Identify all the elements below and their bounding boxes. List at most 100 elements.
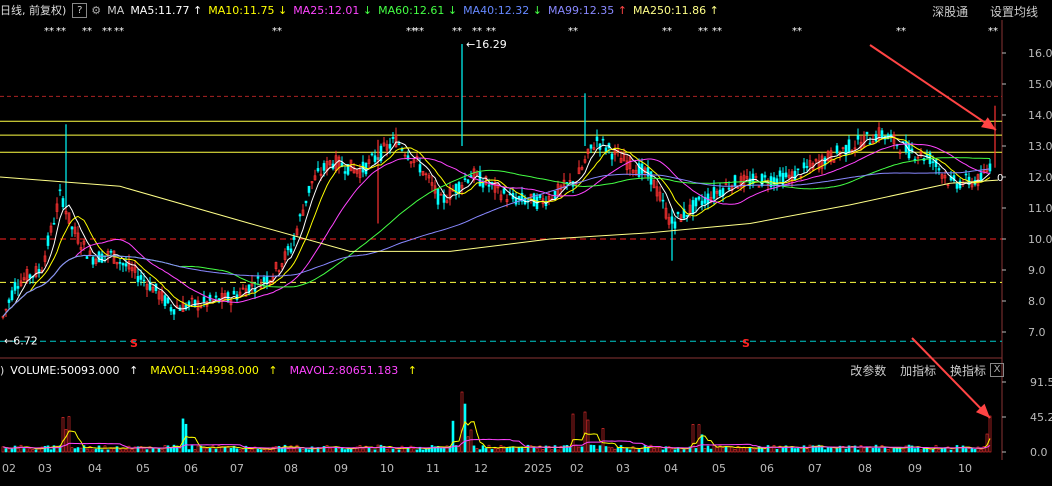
volume-bar <box>679 448 683 453</box>
volume-bar <box>247 448 251 453</box>
candle-body <box>424 173 428 176</box>
volume-bar <box>907 444 911 453</box>
candle-body <box>610 153 614 160</box>
candle-body <box>505 199 509 203</box>
volume-bar <box>457 446 461 453</box>
candle-body <box>79 247 83 250</box>
candle-body <box>520 192 524 202</box>
candle-body <box>436 188 440 205</box>
candle-body <box>298 214 302 217</box>
chart-canvas[interactable]: 16.0 15.0 14.0 13.0 12.0 11.0 10.0 9.0 8.0 7.0 **… <box>0 20 1052 460</box>
volume-bar <box>661 449 665 453</box>
volume-bar <box>751 448 755 453</box>
candle-body <box>85 256 89 259</box>
volume-bar <box>307 449 311 453</box>
volume-bar <box>304 448 308 453</box>
candle-body <box>4 308 8 311</box>
volume-bar <box>454 445 458 453</box>
volume-bar <box>658 446 662 453</box>
volume-bar <box>538 445 542 453</box>
candle-body <box>427 175 431 179</box>
candle-body <box>127 260 131 270</box>
volume-bar <box>259 449 263 453</box>
switch-indicator-button[interactable]: 换指标 <box>949 364 986 378</box>
edit-params-button[interactable]: 改参数 <box>850 364 887 378</box>
candle-body <box>664 207 668 219</box>
mavol1-line <box>2 420 991 450</box>
volume-bar <box>301 449 305 453</box>
volume-bar <box>166 445 170 453</box>
x-axis-label: 08 <box>284 462 298 475</box>
ma10-value: MA10:11.75 ↓ <box>208 3 288 17</box>
candle-body <box>919 150 923 157</box>
x-axis-label: 08 <box>858 462 872 475</box>
volume-bar <box>289 445 293 453</box>
volume-bar <box>826 446 830 453</box>
candle-body <box>835 145 839 154</box>
volume-bar <box>466 436 470 453</box>
volume-bar <box>844 448 848 453</box>
candle-body <box>826 151 830 161</box>
volume-bar <box>436 445 440 453</box>
price-tick-label: 9.0 <box>1028 264 1046 277</box>
candle-body <box>130 267 134 272</box>
candle-body <box>805 166 809 168</box>
candle-body <box>712 187 716 199</box>
gear-icon[interactable]: ⚙ <box>91 4 102 17</box>
x-axis-label: 05 <box>136 462 150 475</box>
volume-bar <box>157 448 161 453</box>
star-mark: ** <box>114 26 124 37</box>
candle-body <box>715 190 719 194</box>
volume-bar <box>973 449 977 453</box>
menu-sgt[interactable]: 深股通 <box>932 5 969 19</box>
volume-bar <box>190 445 194 453</box>
volume-bar <box>415 449 419 453</box>
menu-set-ma[interactable]: 设置均线 <box>989 5 1038 19</box>
candle-body <box>589 144 593 149</box>
volume-bar <box>115 446 119 453</box>
add-indicator-button[interactable]: 加指标 <box>900 364 937 378</box>
candle-body <box>73 226 77 234</box>
volume-bar <box>559 445 563 453</box>
high-label: ←16.29 <box>466 38 507 51</box>
volume-bar <box>271 446 275 453</box>
close-icon[interactable]: X <box>990 363 1004 377</box>
volume-bar <box>823 449 827 453</box>
candle-body <box>988 163 992 172</box>
candle-body <box>865 131 869 135</box>
right-edge-label: 0 <box>997 173 1003 184</box>
volume-bar <box>481 445 485 453</box>
volume-prefix: ) <box>0 363 5 377</box>
candle-body <box>313 175 317 181</box>
candle-body <box>310 181 314 184</box>
ma-label: MA <box>107 3 125 17</box>
volume-bar <box>82 445 86 453</box>
star-mark: ** <box>44 26 54 37</box>
candle-body <box>817 160 821 170</box>
x-axis-label: 07 <box>230 462 244 475</box>
volume-bar <box>361 448 365 453</box>
red-arrow-price <box>869 44 997 131</box>
volume-bar <box>148 446 152 453</box>
volume-tick-label: 45.2 <box>1030 411 1052 424</box>
volume-bar <box>412 448 416 453</box>
help-button[interactable]: ? <box>72 2 88 18</box>
candle-body <box>157 291 161 300</box>
volume-bar <box>712 445 716 453</box>
x-axis-label: 07 <box>808 462 822 475</box>
volume-bar <box>430 445 434 453</box>
volume-bar <box>859 445 863 453</box>
x-axis-label: 06 <box>184 462 198 475</box>
volume-bar <box>649 444 653 453</box>
volume-bar <box>103 445 107 453</box>
volume-bar <box>820 446 824 453</box>
volume-bar <box>250 448 254 453</box>
low-label: ←6.72 <box>4 335 38 348</box>
volume-bar <box>541 449 545 453</box>
volume-bar <box>4 448 8 453</box>
volume-bar <box>244 445 248 453</box>
volume-bar <box>487 444 491 453</box>
volume-bar <box>631 446 635 453</box>
candle-body <box>316 168 320 172</box>
candle-body <box>271 276 275 281</box>
